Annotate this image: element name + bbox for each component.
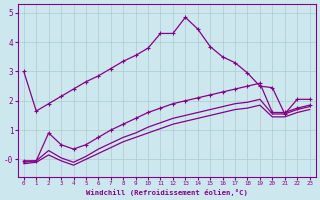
X-axis label: Windchill (Refroidissement éolien,°C): Windchill (Refroidissement éolien,°C) (86, 189, 248, 196)
